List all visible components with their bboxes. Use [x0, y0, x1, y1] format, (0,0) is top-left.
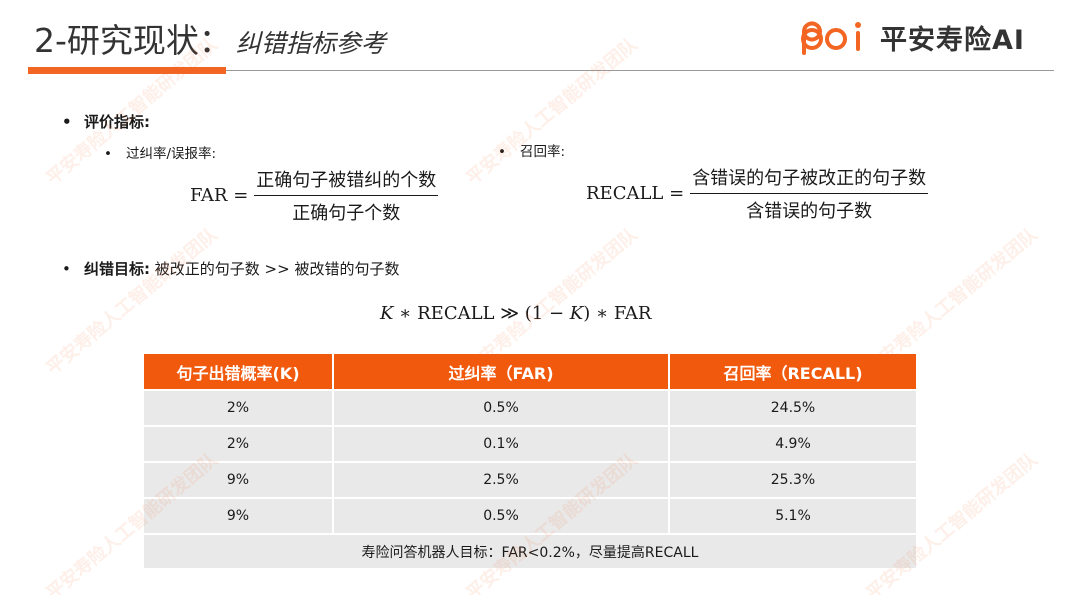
logo-text: 平安寿险AI	[880, 24, 1025, 56]
far-denominator: 正确句子个数	[254, 195, 439, 225]
header-recall: 召回率（RECALL)	[669, 354, 916, 390]
table-footer-note: 寿险问答机器人目标：FAR<0.2%，尽量提高RECALL	[144, 533, 916, 568]
table-row: 9% 2.5% 25.3%	[144, 461, 916, 498]
goal-label: 纠错目标:	[84, 260, 150, 278]
cell-k: 2%	[144, 389, 334, 426]
goal-text: 被改正的句子数 >> 被改错的句子数	[154, 260, 400, 278]
table-row: 2% 0.5% 24.5%	[144, 389, 916, 426]
table-row: 2% 0.1% 4.9%	[144, 425, 916, 462]
cell-recall: 5.1%	[669, 497, 916, 534]
goal-formula: 𝐾 ∗ RECALL ≫ (1 − 𝐾) ∗ FAR	[380, 303, 652, 324]
cell-k: 9%	[144, 461, 334, 498]
table-footer-row: 寿险问答机器人目标：FAR<0.2%，尽量提高RECALL	[144, 533, 916, 568]
bullet-dot: •	[62, 260, 71, 278]
metrics-heading: 评价指标:	[84, 113, 150, 131]
pai-logo-icon	[801, 21, 861, 55]
recall-numerator: 含错误的句子被改正的句子数	[692, 168, 927, 189]
recall-fraction: 含错误的句子被改正的句子数 含错误的句子数	[690, 164, 929, 223]
recall-label: 召回率:	[520, 144, 566, 160]
header-far: 过纠率（FAR)	[333, 354, 670, 390]
cell-k: 2%	[144, 425, 334, 462]
recall-denominator: 含错误的句子数	[690, 193, 929, 223]
cell-recall: 25.3%	[669, 461, 916, 498]
bullet-dot: •	[62, 113, 72, 131]
header-k: 句子出错概率(K)	[144, 354, 334, 390]
far-fraction: 正确句子被错纠的个数 正确句子个数	[254, 166, 439, 225]
bullet-dot: •	[498, 144, 506, 160]
recall-formula-lhs: RECALL =	[586, 183, 685, 204]
cell-far: 0.5%	[333, 389, 670, 426]
far-formula: FAR = 正确句子被错纠的个数 正确句子个数	[190, 166, 439, 225]
slide-title: 2-研究现状： 纠错指标参考	[34, 14, 386, 64]
recall-formula: RECALL = 含错误的句子被改正的句子数 含错误的句子数	[586, 164, 929, 223]
cell-far: 0.5%	[333, 497, 670, 534]
far-formula-lhs: FAR =	[190, 185, 249, 206]
header-divider	[226, 70, 1054, 71]
table-row: 9% 0.5% 5.1%	[144, 497, 916, 534]
cell-recall: 24.5%	[669, 389, 916, 426]
metrics-table: 句子出错概率(K) 过纠率（FAR) 召回率（RECALL) 2% 0.5% 2…	[144, 354, 916, 568]
cell-k: 9%	[144, 497, 334, 534]
cell-far: 2.5%	[333, 461, 670, 498]
table-header-row: 句子出错概率(K) 过纠率（FAR) 召回率（RECALL)	[144, 354, 916, 390]
bullet-evaluation-metrics: • 评价指标:	[62, 111, 150, 132]
cell-recall: 4.9%	[669, 425, 916, 462]
bullet-overcorrection: • 过纠率/误报率:	[104, 142, 216, 162]
company-logo: 平安寿险AI	[798, 14, 1025, 60]
overcorrection-label: 过纠率/误报率:	[126, 146, 217, 162]
bullet-recall: • 召回率:	[498, 140, 565, 160]
far-numerator: 正确句子被错纠的个数	[256, 170, 437, 191]
title-subtitle: 纠错指标参考	[235, 29, 386, 58]
bullet-correction-goal: • 纠错目标: 被改正的句子数 >> 被改错的句子数	[62, 258, 399, 279]
cell-far: 0.1%	[333, 425, 670, 462]
title-accent-bar	[28, 67, 226, 74]
title-main: 2-研究现状：	[34, 21, 232, 60]
bullet-dot: •	[104, 146, 112, 162]
